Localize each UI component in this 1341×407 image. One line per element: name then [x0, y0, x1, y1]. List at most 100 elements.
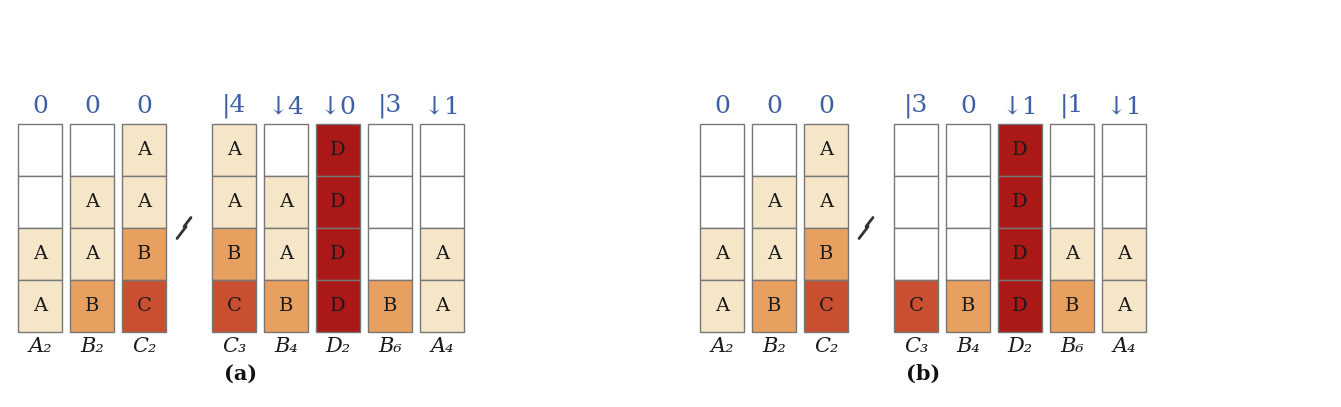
Bar [700, 228, 744, 280]
Text: A: A [84, 245, 99, 263]
Bar [1050, 176, 1094, 228]
Bar [998, 228, 1042, 280]
Bar [316, 124, 359, 176]
Bar [805, 124, 848, 176]
Bar [752, 124, 797, 176]
Text: B₆: B₆ [378, 337, 402, 356]
Bar [1102, 176, 1147, 228]
Bar [17, 124, 62, 176]
Text: A: A [137, 193, 152, 211]
Text: D: D [1012, 245, 1027, 263]
Bar [1102, 280, 1147, 332]
Text: B: B [1065, 297, 1080, 315]
Bar [805, 228, 848, 280]
Bar [700, 176, 744, 228]
Text: A: A [767, 193, 780, 211]
Bar [122, 280, 166, 332]
Text: A₄: A₄ [430, 337, 453, 356]
Text: A: A [227, 193, 241, 211]
Text: D₂: D₂ [326, 337, 350, 356]
Text: 0: 0 [84, 95, 101, 118]
Text: ↓1: ↓1 [1105, 95, 1143, 118]
Text: D: D [330, 245, 346, 263]
Text: |1: |1 [1059, 94, 1084, 118]
Text: A: A [227, 141, 241, 159]
Bar [752, 176, 797, 228]
Bar [1102, 228, 1147, 280]
Bar [264, 280, 308, 332]
Bar [367, 124, 412, 176]
Text: A: A [767, 245, 780, 263]
Text: C: C [818, 297, 834, 315]
Bar [264, 228, 308, 280]
Text: D: D [1012, 141, 1027, 159]
Text: 0: 0 [960, 95, 976, 118]
Text: 0: 0 [713, 95, 730, 118]
Text: B: B [382, 297, 397, 315]
Bar [316, 280, 359, 332]
Bar [998, 124, 1042, 176]
Text: ↓4: ↓4 [268, 95, 304, 118]
Bar [998, 176, 1042, 228]
Bar [1050, 124, 1094, 176]
Bar [122, 124, 166, 176]
Text: A: A [279, 245, 294, 263]
Bar [212, 228, 256, 280]
Bar [1050, 228, 1094, 280]
Bar [420, 176, 464, 228]
Bar [945, 280, 990, 332]
Text: A: A [715, 297, 730, 315]
Text: |3: |3 [378, 94, 402, 118]
Text: 0: 0 [32, 95, 48, 118]
Text: 0: 0 [135, 95, 152, 118]
Bar [70, 280, 114, 332]
Text: B₂: B₂ [762, 337, 786, 356]
Text: B: B [819, 245, 833, 263]
Bar [1102, 124, 1147, 176]
Bar [894, 176, 937, 228]
Bar [894, 280, 937, 332]
Text: B: B [767, 297, 782, 315]
Bar [367, 280, 412, 332]
Text: A: A [1065, 245, 1080, 263]
Text: D: D [330, 141, 346, 159]
Bar [805, 280, 848, 332]
Text: D: D [1012, 297, 1027, 315]
Text: C₂: C₂ [131, 337, 156, 356]
Text: (b): (b) [907, 364, 940, 384]
Bar [70, 228, 114, 280]
Text: ↓1: ↓1 [1002, 95, 1038, 118]
Bar [1050, 280, 1094, 332]
Text: B₂: B₂ [80, 337, 103, 356]
Bar [420, 228, 464, 280]
Bar [17, 176, 62, 228]
Text: A: A [1117, 245, 1130, 263]
Text: B: B [279, 297, 294, 315]
Bar [894, 124, 937, 176]
Text: A: A [819, 141, 833, 159]
Bar [316, 176, 359, 228]
Bar [420, 124, 464, 176]
Text: A₄: A₄ [1112, 337, 1136, 356]
Bar [998, 280, 1042, 332]
Text: C₃: C₃ [904, 337, 928, 356]
Bar [264, 176, 308, 228]
Text: C: C [137, 297, 152, 315]
Text: A: A [1117, 297, 1130, 315]
Text: C₂: C₂ [814, 337, 838, 356]
Text: C: C [909, 297, 924, 315]
Bar [894, 228, 937, 280]
Bar [212, 124, 256, 176]
Text: A: A [819, 193, 833, 211]
Text: B₆: B₆ [1061, 337, 1084, 356]
Bar [945, 124, 990, 176]
Bar [700, 124, 744, 176]
Text: 0: 0 [818, 95, 834, 118]
Text: A₂: A₂ [711, 337, 734, 356]
Text: A: A [434, 245, 449, 263]
Bar [752, 228, 797, 280]
Text: A: A [34, 245, 47, 263]
Bar [17, 280, 62, 332]
Bar [316, 228, 359, 280]
Bar [420, 280, 464, 332]
